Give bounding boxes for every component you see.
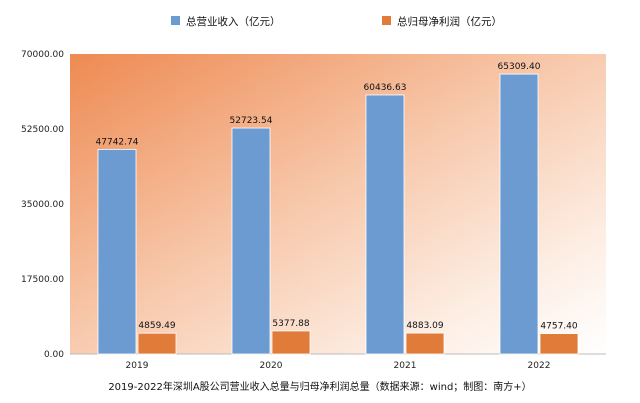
legend-swatch-net-profit [382,16,391,25]
data-label-net-profit-2021: 4883.09 [406,321,443,331]
legend-label-net-profit: 总归母净利润（亿元） [397,15,502,28]
y-tick-label: 0.00 [44,350,64,360]
chart-caption: 2019-2022年深圳A股公司营业收入总量与归母净利润总量（数据来源：wind… [108,380,531,393]
legend-label-revenue: 总营业收入（亿元） [186,15,281,28]
data-label-revenue-2020: 52723.54 [230,116,273,126]
bar-net-profit-2019 [137,332,177,355]
data-labels: 47742.74 4859.49 52723.54 5377.88 60436.63 48… [96,62,578,332]
bars [97,73,579,355]
x-tick-label-2022: 2022 [528,361,551,371]
bar-net-profit-2022 [539,333,579,355]
legend: 总营业收入（亿元） 总归母净利润（亿元） [171,15,502,28]
x-tick-label-2019: 2019 [126,361,149,371]
y-tick-label: 70000.00 [21,50,64,60]
legend-swatch-revenue [171,16,180,25]
data-label-net-profit-2022: 4757.40 [540,322,577,332]
data-label-net-profit-2019: 4859.49 [138,321,175,331]
data-label-revenue-2019: 47742.74 [96,137,139,147]
y-tick-label: 35000.00 [21,200,64,210]
data-label-revenue-2022: 65309.40 [498,62,541,72]
bar-revenue-2020 [231,127,271,355]
bar-net-profit-2020 [271,330,311,355]
y-tick-label: 17500.00 [21,275,64,285]
x-tick-label-2020: 2020 [260,361,283,371]
x-axis-ticks: 2019 2020 2021 2022 [126,361,551,371]
x-tick-label-2021: 2021 [394,361,417,371]
y-axis-ticks: 0.00 17500.00 35000.00 52500.00 70000.00 [21,50,64,360]
bar-revenue-2021 [365,94,405,355]
bar-revenue-2019 [97,148,137,355]
data-label-revenue-2021: 60436.63 [364,83,407,93]
bar-revenue-2022 [499,73,539,355]
bar-net-profit-2021 [405,332,445,355]
data-label-net-profit-2020: 5377.88 [272,319,309,329]
y-tick-label: 52500.00 [21,125,64,135]
